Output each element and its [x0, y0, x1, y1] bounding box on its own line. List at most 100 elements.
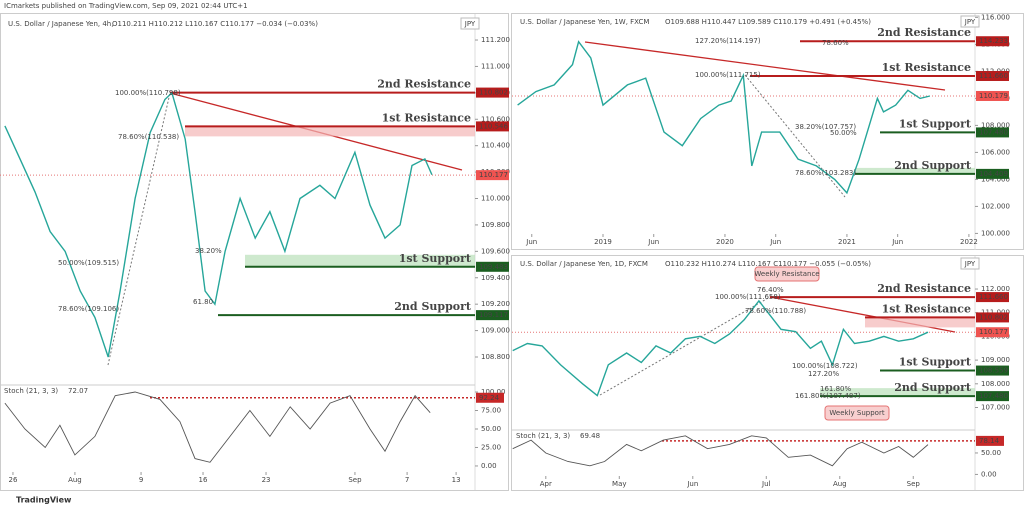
- last-price: 110.179: [979, 92, 1008, 100]
- level-value: 111.660: [979, 293, 1008, 301]
- stoch-tick-label: 0.00: [981, 470, 997, 478]
- level-value: 110.546: [479, 122, 508, 130]
- level-tag: [476, 310, 509, 321]
- level-zone: [865, 317, 975, 328]
- level-value: 111.660: [979, 72, 1008, 80]
- x-tick-label: 2021: [838, 238, 856, 246]
- y-tick-label: 109.000: [481, 327, 510, 335]
- fib-label: 76.40%: [757, 286, 784, 294]
- y-tick-label: 104.000: [981, 175, 1010, 183]
- y-tick-label: 109.400: [481, 274, 510, 282]
- y-tick-label: 108.000: [981, 121, 1010, 129]
- fib-label: 100.00%(111.658): [715, 293, 781, 301]
- x-tick-label: 2020: [716, 238, 734, 246]
- x-tick-label: 23: [262, 476, 271, 484]
- y-tick-label: 116.000: [981, 13, 1010, 21]
- x-tick-label: Jun: [769, 238, 781, 246]
- stoch-line: [512, 435, 929, 467]
- panel-title: U.S. Dollar / Japanese Yen, 1W, FXCM: [520, 18, 649, 26]
- y-tick-label: 107.000: [981, 403, 1010, 411]
- x-tick-label: Apr: [540, 480, 552, 488]
- panel-title: U.S. Dollar / Japanese Yen, 1D, FXCM: [520, 260, 648, 268]
- level-tag: [976, 391, 1009, 402]
- currency-box: [960, 257, 980, 270]
- level-zone: [855, 167, 975, 174]
- x-tick-label: 26: [8, 476, 17, 484]
- level-value: 109.117: [479, 311, 508, 319]
- callout-box: [754, 266, 820, 282]
- currency-box: [960, 15, 980, 28]
- fib-connector: [107, 92, 171, 366]
- fib-label: 38.20%(107.757): [795, 123, 856, 131]
- stoch-tick-label: 75.00: [481, 407, 501, 415]
- stoch-tick-label: 50.00: [981, 449, 1001, 457]
- currency: JPY: [964, 260, 976, 268]
- last-price-tag: [976, 90, 1009, 101]
- brand: TradingView: [16, 496, 72, 505]
- fib-label: 161.80%: [820, 385, 851, 393]
- level-name: 2nd Resistance: [877, 26, 971, 39]
- fib-label: 78.60%(103.283): [795, 169, 856, 177]
- fib-label: 100.00%(110.798): [115, 89, 181, 97]
- x-tick-label: 2022: [960, 238, 978, 246]
- level-value: 114.233: [979, 37, 1008, 45]
- x-tick-label: 16: [199, 476, 208, 484]
- level-name: 2nd Resistance: [377, 78, 471, 91]
- y-tick-label: 110.600: [481, 115, 510, 123]
- y-tick-label: 111.000: [481, 62, 510, 70]
- level-value: 110.802: [979, 313, 1008, 321]
- stoch-tick-label: 100.00: [481, 388, 506, 396]
- x-tick-label: Jul: [761, 480, 771, 488]
- currency: JPY: [964, 18, 976, 26]
- level-name: 2nd Support: [394, 300, 472, 313]
- level-value: 108.559: [979, 367, 1008, 375]
- price-line: [517, 40, 931, 195]
- fib-label: 78.60%(110.788): [745, 307, 806, 315]
- fib-connector: [599, 296, 771, 396]
- fib-label: 127.20%: [808, 370, 839, 378]
- level-tag: [976, 36, 1009, 47]
- y-tick-label: 110.000: [481, 195, 510, 203]
- level-value: 107.480: [979, 128, 1008, 136]
- currency: JPY: [464, 20, 476, 28]
- level-value: 109.483: [479, 263, 508, 271]
- level-name: 1st Resistance: [882, 302, 971, 315]
- fib-label: 61.80: [193, 298, 213, 306]
- x-tick-label: May: [612, 480, 626, 488]
- callout: Weekly Support: [829, 409, 884, 417]
- ohlc: O110.232 H110.274 L110.167 C110.177 −0.0…: [665, 260, 871, 268]
- level-tag: [476, 87, 509, 98]
- stoch-level-tag: [976, 435, 1004, 446]
- level-name: 2nd Support: [894, 159, 972, 172]
- level-name: 1st Resistance: [382, 111, 471, 124]
- level-name: 1st Support: [899, 117, 972, 130]
- fib-label: 50.00%(109.515): [58, 259, 119, 267]
- y-tick-label: 109.600: [481, 247, 510, 255]
- fib-label: 50.00%: [830, 129, 857, 137]
- y-tick-label: 102.000: [981, 202, 1010, 210]
- fib-label: 100.00%(108.722): [792, 362, 858, 370]
- level-tag: [976, 292, 1009, 303]
- panel-title: U.S. Dollar / Japanese Yen, 4h,: [8, 20, 113, 28]
- y-tick-label: 109.200: [481, 300, 510, 308]
- fib-label: 161.80%(107.487): [795, 392, 861, 400]
- x-tick-label: 13: [452, 476, 461, 484]
- trendline: [584, 41, 946, 91]
- price-line: [512, 299, 929, 397]
- y-tick-label: 112.000: [981, 285, 1010, 293]
- level-tag: [976, 70, 1009, 81]
- level-tag: [976, 168, 1009, 179]
- level-value: 104.409: [979, 170, 1008, 178]
- last-price-tag: [976, 327, 1009, 338]
- level-name: 2nd Resistance: [877, 282, 971, 295]
- x-tick-label: 7: [405, 476, 409, 484]
- callout-box: [824, 405, 890, 421]
- level-value: 110.802: [479, 89, 508, 97]
- level-tag: [976, 127, 1009, 138]
- stoch-tick-label: 0.00: [481, 462, 497, 470]
- fib-label: 78.60%: [822, 39, 849, 47]
- stoch-last: 69.48: [580, 432, 600, 440]
- y-tick-label: 108.800: [481, 353, 510, 361]
- x-tick-label: Sep: [348, 476, 362, 484]
